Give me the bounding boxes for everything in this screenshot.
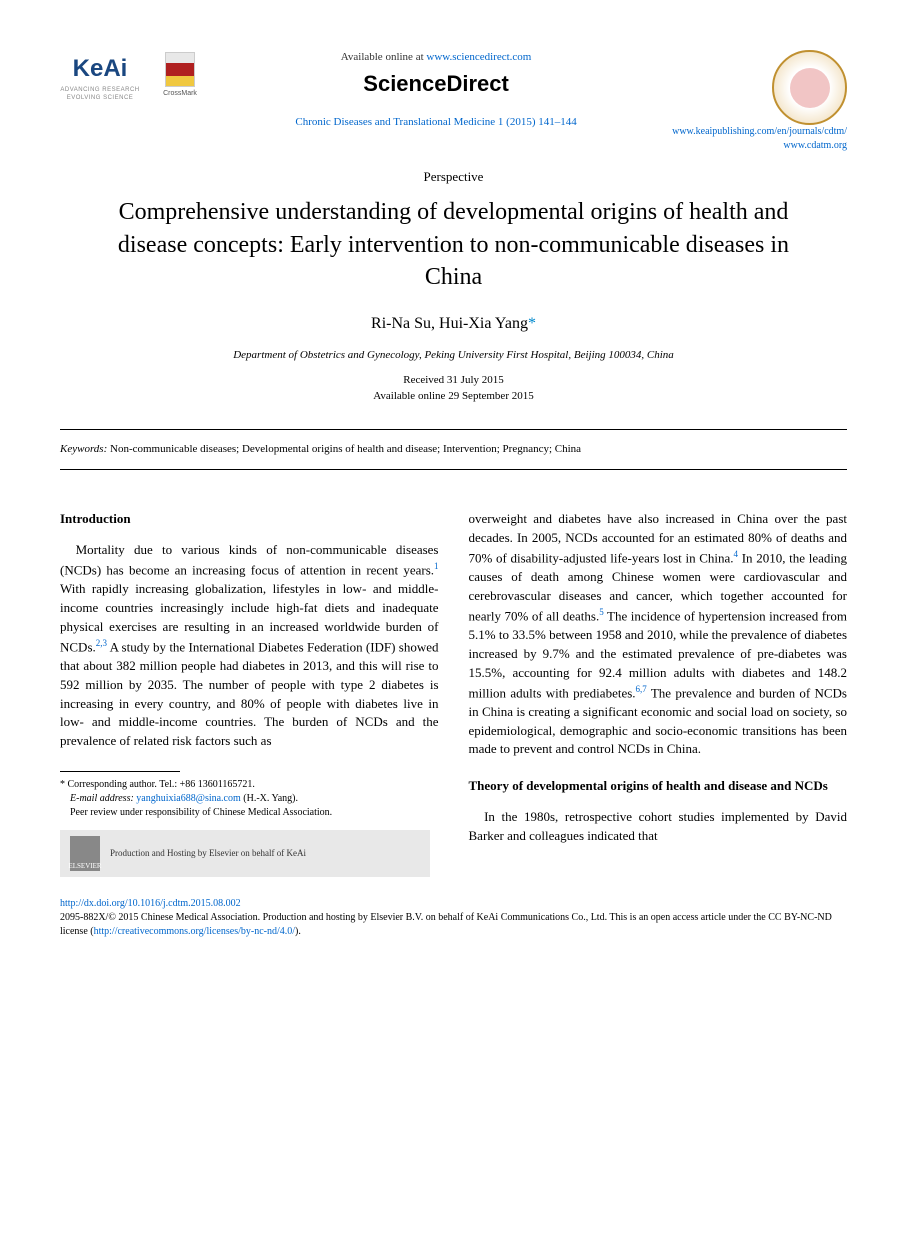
col2-paragraph: overweight and diabetes have also increa… — [469, 510, 848, 759]
cma-logo — [772, 50, 847, 125]
body-columns: Introduction Mortality due to various ki… — [60, 510, 847, 877]
peer-review-note: Peer review under responsibility of Chin… — [60, 806, 439, 820]
available-date: Available online 29 September 2015 — [60, 389, 847, 404]
keywords-label: Keywords: — [60, 443, 107, 455]
journal-links: www.keaipublishing.com/en/journals/cdtm/… — [672, 125, 847, 153]
license-link[interactable]: http://creativecommons.org/licenses/by-n… — [94, 926, 295, 937]
keai-logo: KeAi ADVANCING RESEARCH EVOLVING SCIENCE — [60, 50, 140, 105]
right-block: www.keaipublishing.com/en/journals/cdtm/… — [672, 50, 847, 153]
footnotes: * Corresponding author. Tel.: +86 136011… — [60, 778, 439, 820]
journal-link-2[interactable]: www.cdatm.org — [672, 139, 847, 153]
left-logos: KeAi ADVANCING RESEARCH EVOLVING SCIENCE… — [60, 50, 200, 105]
copyright-end: ). — [295, 926, 301, 937]
ref-2-3[interactable]: 2,3 — [96, 638, 107, 648]
intro-text-a: Mortality due to various kinds of non-co… — [60, 542, 439, 577]
crossmark-label: CrossMark — [163, 89, 197, 99]
keywords-block: Keywords: Non-communicable diseases; Dev… — [60, 430, 847, 469]
center-header: Available online at www.sciencedirect.co… — [200, 50, 672, 131]
ref-6-7[interactable]: 6,7 — [636, 684, 647, 694]
authors: Ri-Na Su, Hui-Xia Yang* — [60, 313, 847, 335]
available-online: Available online at www.sciencedirect.co… — [200, 50, 672, 65]
keai-logo-text: KeAi — [73, 52, 128, 86]
received-date: Received 31 July 2015 — [60, 373, 847, 388]
doi-link[interactable]: http://dx.doi.org/10.1016/j.cdtm.2015.08… — [60, 898, 241, 909]
copyright-line: 2095-882X/© 2015 Chinese Medical Associa… — [60, 911, 847, 939]
email-link[interactable]: yanghuixia688@sina.com — [136, 793, 240, 804]
article-title: Comprehensive understanding of developme… — [100, 196, 807, 293]
journal-link-1[interactable]: www.keaipublishing.com/en/journals/cdtm/ — [672, 125, 847, 139]
header-row: KeAi ADVANCING RESEARCH EVOLVING SCIENCE… — [60, 50, 847, 153]
cma-logo-inner — [790, 68, 830, 108]
bottom-references: http://dx.doi.org/10.1016/j.cdtm.2015.08… — [60, 897, 847, 939]
affiliation: Department of Obstetrics and Gynecology,… — [60, 348, 847, 363]
corresponding-author: * Corresponding author. Tel.: +86 136011… — [60, 778, 439, 792]
sciencedirect-url[interactable]: www.sciencedirect.com — [426, 51, 531, 63]
email-label: E-mail address: — [70, 793, 136, 804]
intro-heading: Introduction — [60, 510, 439, 529]
sciencedirect-logo: ScienceDirect — [200, 69, 672, 100]
ref-1[interactable]: 1 — [434, 561, 439, 571]
elsevier-logo: ELSEVIER — [70, 836, 100, 871]
theory-paragraph: In the 1980s, retrospective cohort studi… — [469, 808, 848, 846]
keywords-text: Non-communicable diseases; Developmental… — [107, 443, 581, 455]
theory-heading: Theory of developmental origins of healt… — [469, 777, 848, 796]
intro-text-c: A study by the International Diabetes Fe… — [60, 639, 439, 748]
article-dates: Received 31 July 2015 Available online 2… — [60, 373, 847, 404]
column-right: overweight and diabetes have also increa… — [469, 510, 848, 877]
email-line: E-mail address: yanghuixia688@sina.com (… — [60, 792, 439, 806]
email-suffix: (H.-X. Yang). — [241, 793, 298, 804]
intro-paragraph: Mortality due to various kinds of non-co… — [60, 541, 439, 751]
crossmark-icon — [165, 52, 195, 87]
production-box: ELSEVIER Production and Hosting by Elsev… — [60, 830, 430, 877]
keai-tagline-2: EVOLVING SCIENCE — [67, 94, 134, 102]
production-text: Production and Hosting by Elsevier on be… — [110, 847, 306, 860]
author-names: Ri-Na Su, Hui-Xia Yang — [371, 315, 528, 332]
journal-citation: Chronic Diseases and Translational Medic… — [200, 115, 672, 130]
footnote-rule — [60, 771, 180, 772]
crossmark-badge[interactable]: CrossMark — [160, 50, 200, 100]
article-type: Perspective — [60, 168, 847, 186]
keai-tagline-1: ADVANCING RESEARCH — [60, 86, 139, 94]
available-prefix: Available online at — [341, 51, 427, 63]
rule-bottom — [60, 469, 847, 470]
corresponding-mark: * — [528, 315, 536, 332]
column-left: Introduction Mortality due to various ki… — [60, 510, 439, 877]
